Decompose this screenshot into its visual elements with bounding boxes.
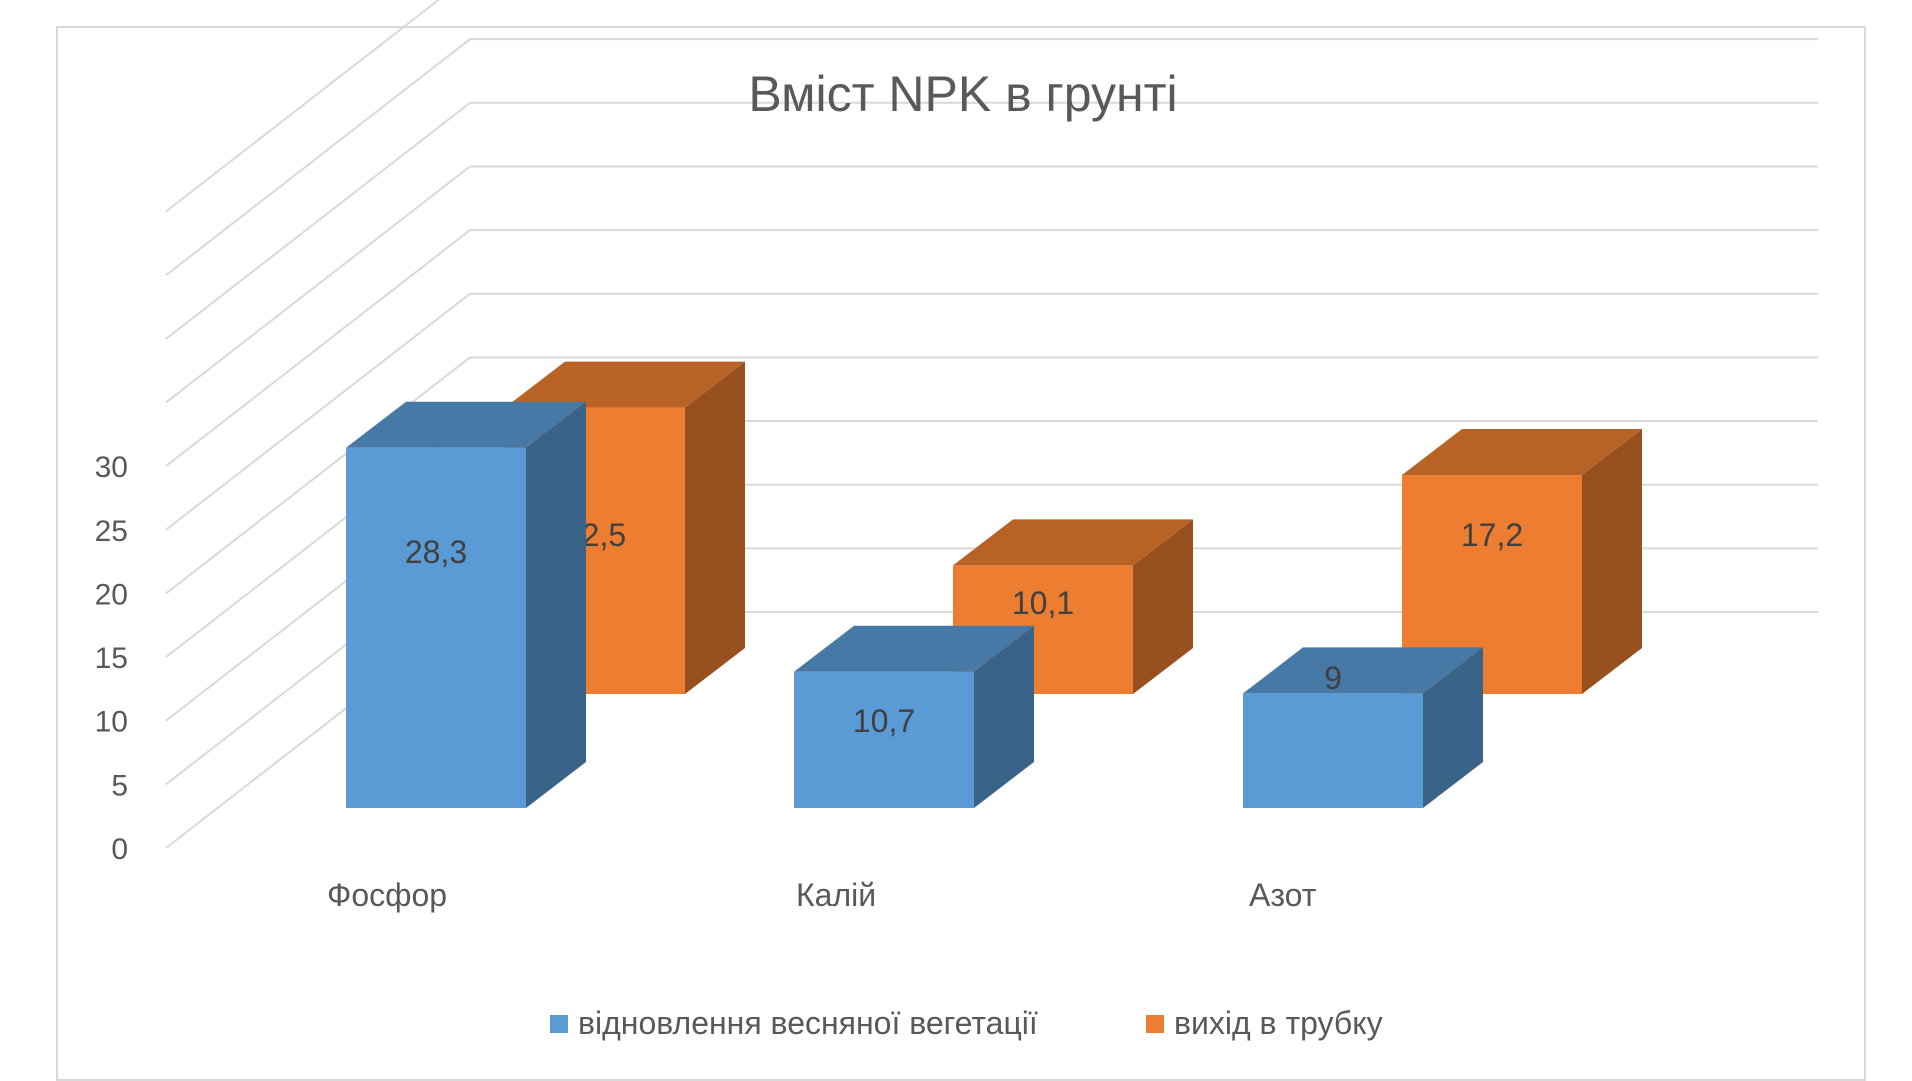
grid-layer (165, 0, 1818, 849)
y-tick-label: 10 (95, 706, 128, 739)
legend: відновлення весняної вегетації вихід в тр… (550, 1005, 1383, 1041)
bar-series2-2: 10,1 (953, 519, 1193, 694)
legend-label: відновлення весняної вегетації (578, 1005, 1038, 1041)
bar-series2-2-top (953, 519, 1193, 566)
category-label: Азот (1249, 877, 1317, 913)
category-label: Фосфор (327, 877, 447, 913)
bar-series2-3-side (1582, 429, 1642, 694)
legend-label: вихід в трубку (1174, 1005, 1383, 1041)
gridline (165, 38, 1818, 276)
bar-series2-3-value-label: 17,2 (1461, 517, 1523, 553)
bar-series1-2: 10,7 (794, 625, 1034, 808)
gridline (165, 165, 1818, 404)
bar-series2-3-top (1402, 429, 1642, 476)
bar-series1-1: 28,3 (346, 401, 586, 808)
gridline (165, 356, 1818, 595)
gridline (165, 229, 1818, 467)
y-tick-label: 5 (111, 769, 128, 802)
legend-item: відновлення весняної вегетації (550, 1005, 1038, 1041)
bar-series1-2-top (794, 625, 1034, 672)
y-tick-label: 25 (95, 515, 128, 548)
legend-item: вихід в трубку (1146, 1005, 1383, 1041)
y-tick-label: 20 (95, 578, 128, 611)
y-tick-label: 0 (111, 833, 128, 866)
bar-series2-2-value-label: 10,1 (1012, 585, 1074, 621)
bar-series1-2-value-label: 10,7 (853, 703, 915, 739)
bar-series1-1-top (346, 401, 586, 448)
bar-series1-3: 9 (1243, 647, 1483, 808)
legend-swatch (1146, 1015, 1164, 1033)
bar-series1-2-side (974, 625, 1034, 808)
chart-title: Вміст NPK в грунті (748, 66, 1177, 122)
tick-layer: 0 5 10 15 20 25 30 (95, 451, 128, 866)
bar-series1-3-side (1423, 647, 1483, 808)
bar-series1-1-side (526, 401, 586, 808)
gridline (165, 292, 1818, 531)
y-tick-label: 15 (95, 642, 128, 675)
legend-swatch (550, 1015, 568, 1033)
bar-series1-3-top (1243, 647, 1483, 694)
bar-series1-3-face (1243, 693, 1423, 808)
bar-series1-2-face (794, 671, 974, 808)
bar-series1-3-value-label: 9 (1324, 660, 1342, 696)
bar-series2-1-side (685, 361, 745, 694)
y-tick-label: 30 (95, 451, 128, 484)
bar-series2-2-side (1133, 519, 1193, 694)
bar-series2-1-top (505, 361, 745, 408)
bar-series1-1-value-label: 28,3 (405, 534, 467, 570)
category-labels: Фосфор Калій Азот (327, 877, 1317, 913)
bar-layer: 22,510,117,228,310,79 (346, 361, 1642, 808)
category-label: Калій (796, 877, 876, 913)
gridline (165, 0, 441, 213)
bar-series1-1-face (346, 447, 526, 808)
gridline (165, 101, 1818, 340)
